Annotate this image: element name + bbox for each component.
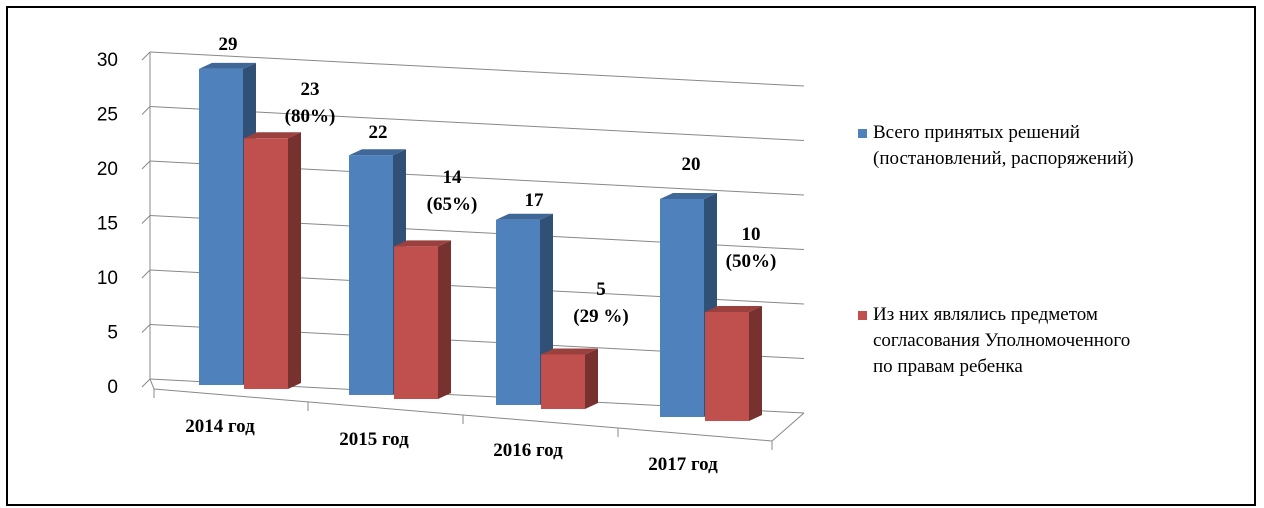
legend-label-total: Всего принятых решений (постановлений, р…	[873, 122, 1134, 169]
bar-top-agreed	[244, 132, 301, 139]
chart-frame: 0 5 10 15 20 25 30 2014 год 2015 год 2016 год 2017…	[6, 6, 1256, 506]
data-label-total: 29	[219, 34, 238, 55]
data-label-agreed: (50%)	[726, 251, 777, 272]
gridline-side	[141, 324, 151, 333]
gridline	[149, 106, 805, 142]
data-label-agreed: 14	[443, 167, 463, 188]
bar-side-agreed	[288, 132, 301, 390]
floor-right-edge	[771, 412, 805, 442]
gridline-side	[141, 269, 151, 279]
data-label-total: 22	[369, 122, 388, 143]
bar-top-total	[496, 213, 553, 220]
bar-total	[496, 219, 540, 405]
data-label-agreed: (65%)	[427, 194, 478, 215]
data-label-agreed: 23	[301, 79, 320, 100]
gridline-side	[141, 160, 151, 170]
bar-top-total	[660, 193, 717, 199]
legend-item-total: Всего принятых решений (постановлений, р…	[858, 120, 1134, 172]
data-label-total: 20	[682, 154, 701, 175]
bar-agreed	[541, 354, 585, 409]
y-tick-label: 5	[107, 323, 118, 344]
legend-swatch-total	[858, 129, 867, 138]
data-label-total: 17	[525, 190, 545, 211]
bar-agreed	[705, 312, 749, 421]
data-label-agreed: (80%)	[285, 106, 336, 127]
data-label-agreed: 5	[596, 279, 606, 300]
x-tick-label: 2016 год	[493, 440, 563, 461]
bar-top-agreed	[394, 240, 451, 247]
bar-top-total	[199, 62, 256, 69]
x-tick-label: 2015 год	[339, 429, 409, 450]
bar-side-agreed	[438, 240, 451, 399]
y-tick-label: 25	[97, 105, 118, 126]
legend-label-agreed: Из них являлись предметом согласования У…	[873, 304, 1131, 377]
bar-side-agreed	[749, 306, 762, 421]
bar-agreed	[394, 246, 438, 399]
y-tick-label: 30	[97, 50, 118, 71]
y-tick-label: 0	[107, 377, 118, 398]
bar-side-agreed	[585, 348, 598, 409]
bar-total	[199, 68, 243, 386]
bar-top-agreed	[705, 306, 762, 312]
bar-agreed	[244, 138, 288, 389]
legend-swatch-agreed	[858, 311, 867, 320]
y-tick-label: 10	[97, 268, 118, 289]
gridline	[149, 51, 805, 87]
data-label-agreed: 10	[742, 224, 761, 245]
x-tick-label: 2017 год	[648, 454, 718, 475]
gridline-side	[141, 378, 151, 388]
gridline-side	[141, 215, 151, 224]
y-tick-label: 20	[97, 159, 118, 180]
gridline-side	[141, 106, 151, 115]
legend-item-agreed: Из них являлись предметом согласования У…	[858, 302, 1130, 380]
bar-top-total	[349, 149, 406, 156]
x-tick-label: 2014 год	[185, 416, 255, 437]
floor-left-edge	[149, 378, 155, 390]
bar-top-agreed	[541, 348, 598, 355]
gridline-side	[141, 51, 151, 61]
data-label-agreed: (29 %)	[573, 306, 628, 327]
bar-total	[349, 155, 393, 395]
bar-total	[660, 199, 704, 417]
y-tick-label: 15	[97, 214, 118, 235]
